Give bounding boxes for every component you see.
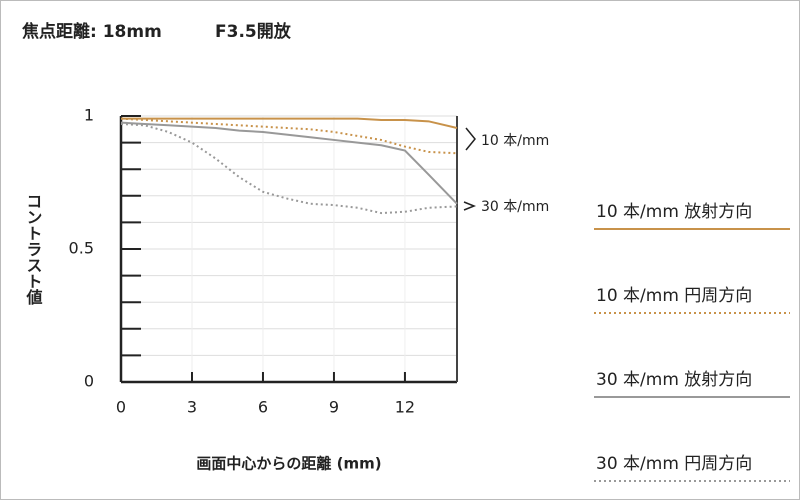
x-tick-label: 12 — [395, 398, 415, 417]
series-line — [120, 117, 458, 155]
series-line — [120, 121, 458, 205]
annotation: 30 本/mm — [481, 199, 549, 215]
annotation: 10 本/mm — [481, 133, 549, 149]
y-tick-label: 0 — [84, 372, 94, 391]
x-tick-label: 3 — [187, 398, 197, 417]
legend-label: 10 本/mm 放射方向 — [596, 202, 752, 222]
y-tick-label: 1 — [84, 106, 94, 125]
legend-label: 30 本/mm 円周方向 — [596, 454, 752, 474]
arrow — [463, 201, 477, 211]
series-line — [120, 122, 458, 215]
legend-label: 30 本/mm 放射方向 — [596, 370, 752, 390]
y-tick-label: 0.5 — [69, 239, 94, 258]
chart-title: 焦点距離: 18mm — [21, 21, 162, 42]
series-line — [121, 117, 458, 129]
chart-subtitle: F3.5開放 — [215, 21, 292, 42]
x-tick-label: 6 — [258, 398, 268, 417]
y-axis-label: コントラスト値 — [24, 193, 44, 306]
x-axis-label: 画面中心からの距離 (mm) — [196, 455, 381, 473]
x-tick-label: 9 — [329, 398, 339, 417]
x-tick-label: 0 — [116, 398, 126, 417]
bracket — [465, 127, 476, 151]
legend-label: 10 本/mm 円周方向 — [596, 286, 752, 306]
